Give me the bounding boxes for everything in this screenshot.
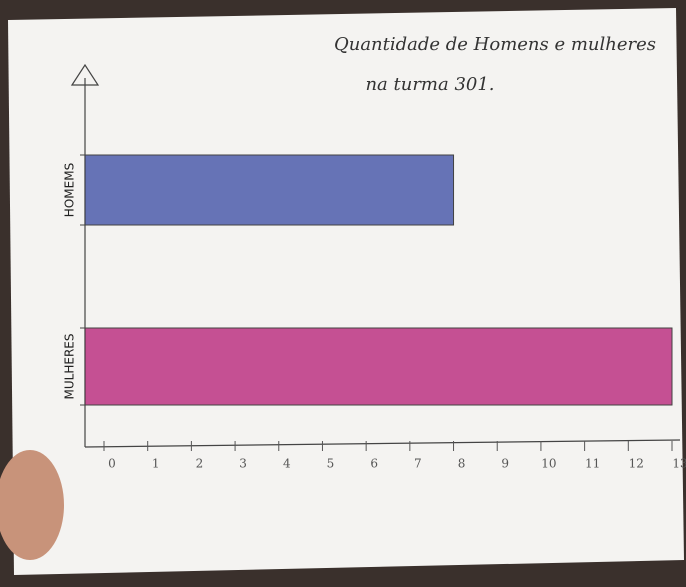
x-tick-label: 5 [327, 457, 335, 471]
x-tick-label: 8 [458, 457, 466, 471]
x-tick-label: 12 [629, 457, 644, 471]
x-tick-label: 3 [239, 457, 247, 471]
x-tick-label: 0 [108, 457, 116, 471]
x-axis [84, 439, 681, 448]
bar [84, 154, 455, 226]
x-tick-label: 7 [414, 457, 422, 471]
x-tick-label: 2 [196, 457, 204, 471]
finger [0, 450, 64, 560]
x-tick-label: 6 [370, 457, 378, 471]
x-tick-label: 11 [585, 457, 600, 471]
category-label: MULHERES [63, 334, 77, 400]
chart-subtitle: na turma 301. [365, 74, 494, 95]
category-label: HOMEMS [63, 163, 77, 217]
bar [84, 327, 673, 406]
chart-title: Quantidade de Homens e mulheres [334, 34, 656, 55]
x-tick-label: 1 [152, 457, 160, 471]
x-tick-label: 9 [501, 457, 509, 471]
x-tick-label: 10 [541, 457, 556, 471]
x-tick-label: 4 [283, 457, 291, 471]
paper [8, 8, 684, 575]
x-tick-label: 13 [672, 457, 686, 471]
axis-arrow [70, 63, 100, 86]
